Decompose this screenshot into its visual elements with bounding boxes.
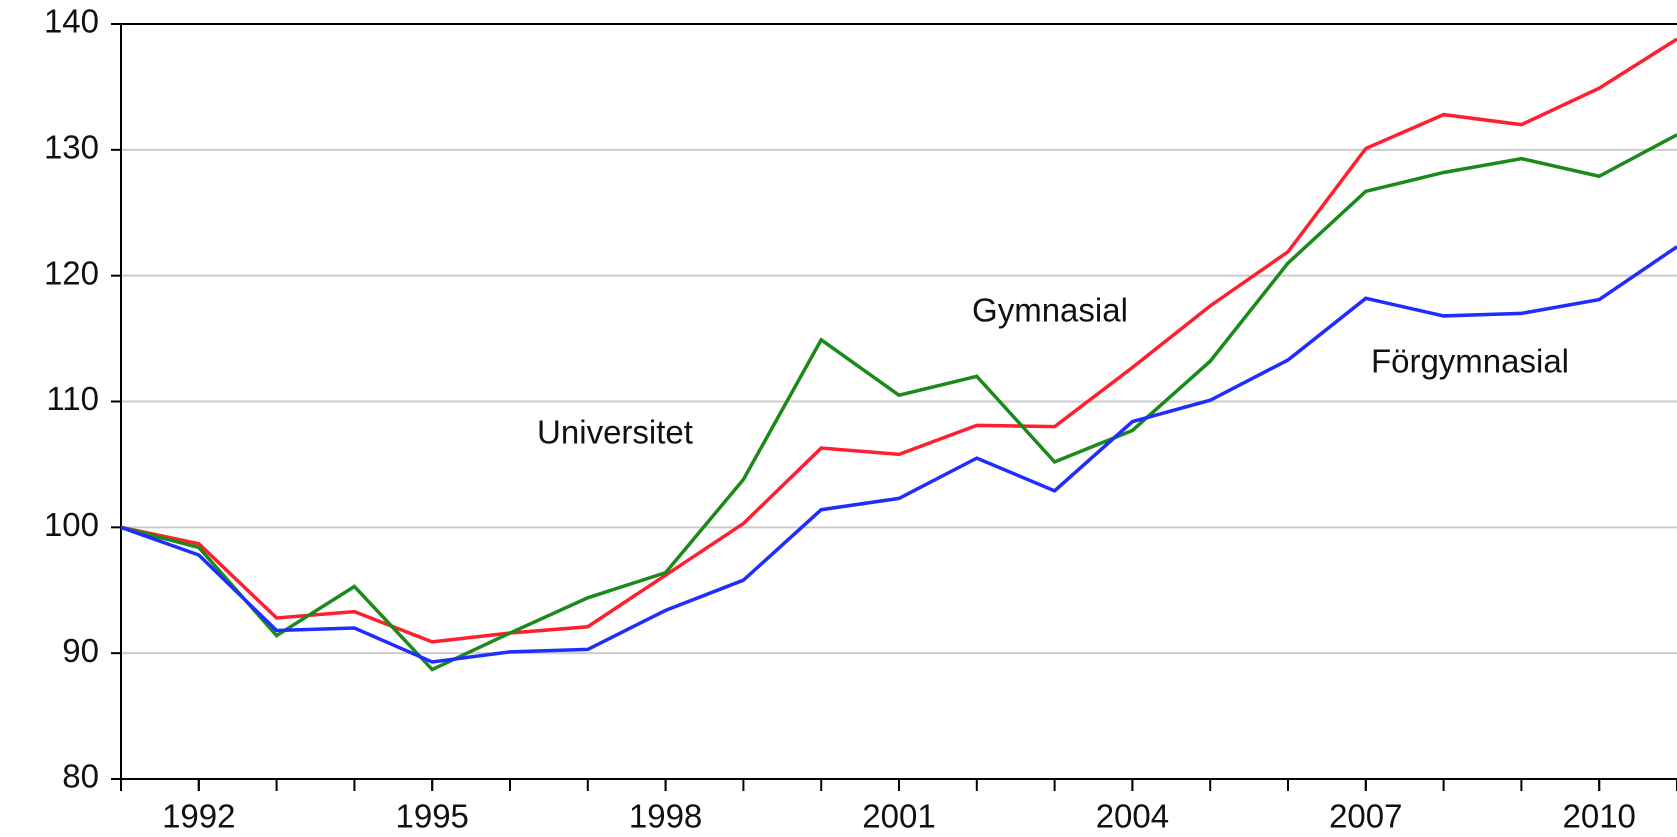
series-line <box>121 37 1677 644</box>
x-tick-label: 2001 <box>862 798 935 835</box>
y-tick-label: 120 <box>44 254 99 291</box>
x-tick-label: 1992 <box>162 798 235 835</box>
x-tick-label: 1995 <box>395 798 468 835</box>
y-tick-label: 110 <box>46 380 99 417</box>
series-label: Gymnasial <box>972 292 1128 329</box>
x-tick-label: 2007 <box>1329 798 1402 835</box>
series-line <box>121 245 1677 664</box>
y-tick-label: 80 <box>62 758 99 795</box>
x-tick-label: 1998 <box>629 798 702 835</box>
series-label: Universitet <box>537 414 693 451</box>
y-tick-label: 130 <box>44 129 99 166</box>
y-tick-label: 100 <box>44 506 99 543</box>
series-label: Förgymnasial <box>1371 343 1569 380</box>
series-line <box>121 133 1677 672</box>
x-tick-label: 2004 <box>1096 798 1169 835</box>
x-tick-label: 2010 <box>1562 798 1635 835</box>
y-tick-label: 140 <box>44 3 99 40</box>
y-tick-label: 90 <box>62 632 99 669</box>
